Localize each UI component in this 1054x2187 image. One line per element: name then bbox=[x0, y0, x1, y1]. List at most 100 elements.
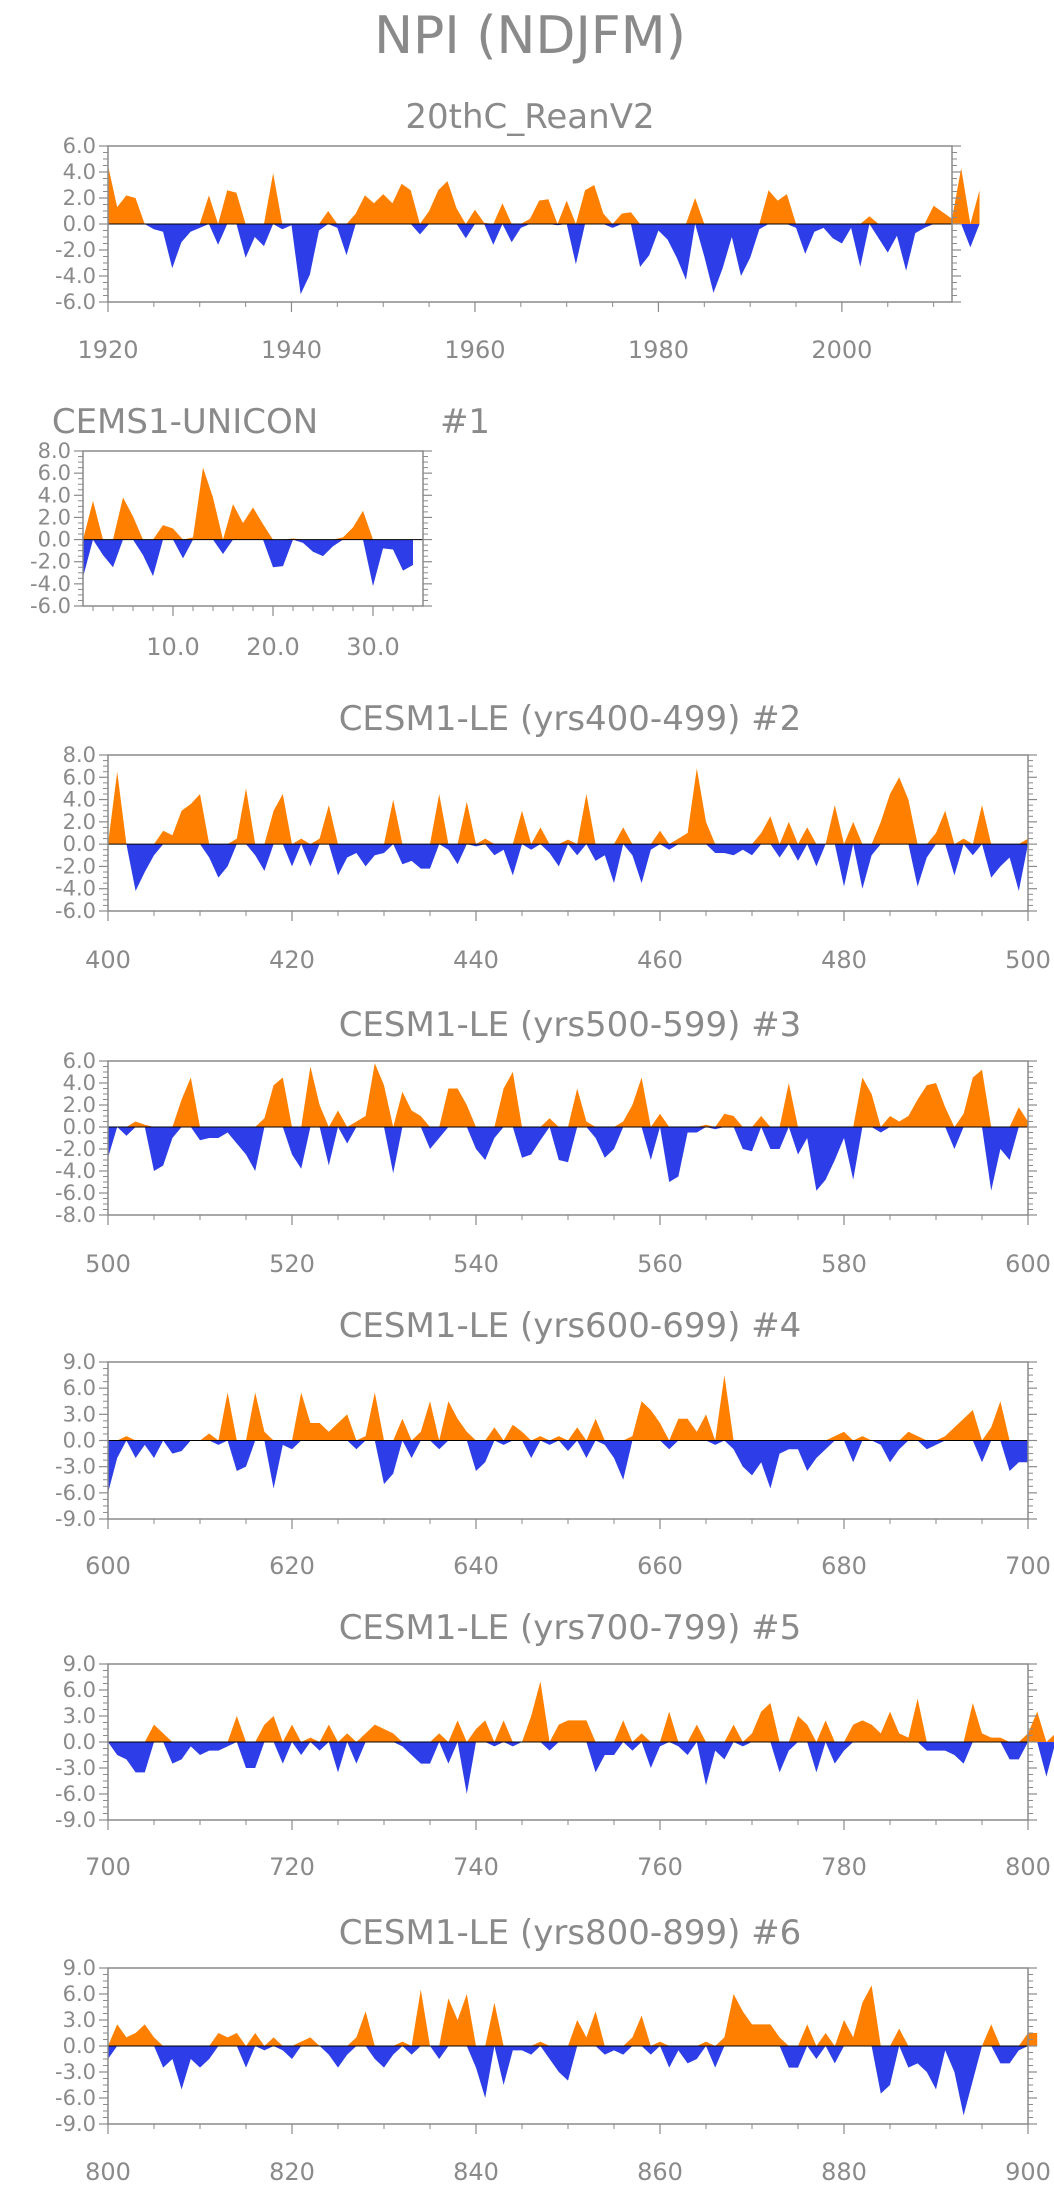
y-tick-label: -3.0 bbox=[55, 1756, 96, 1780]
chart-panel-1: 20thC_ReanV2 6.04.02.00.0-2.0-4.0-6.0 1920… bbox=[55, 97, 980, 364]
y-tick-label: -2.0 bbox=[55, 1137, 96, 1161]
x-tick-label: 420 bbox=[269, 946, 315, 974]
y-tick-label: -6.0 bbox=[55, 1481, 96, 1505]
x-tick-label: 680 bbox=[821, 1552, 867, 1580]
x-tick-label: 440 bbox=[453, 946, 499, 974]
y-tick-label: 0.0 bbox=[63, 832, 96, 856]
y-tick-label: -6.0 bbox=[55, 2086, 96, 2110]
positive-area bbox=[108, 1985, 1038, 2046]
y-tick-label: 0.0 bbox=[63, 212, 96, 236]
chart-panel-4: CESM1-LE (yrs500-599) #3 6.04.02.00.0-2.0… bbox=[55, 1005, 1051, 1278]
positive-area bbox=[108, 165, 980, 224]
x-tick-label: 500 bbox=[85, 1250, 131, 1278]
y-tick-label: -8.0 bbox=[55, 1203, 96, 1227]
y-tick-label: 2.0 bbox=[63, 810, 96, 834]
x-tick-label: 1960 bbox=[444, 336, 505, 364]
y-tick-label: 3.0 bbox=[63, 2008, 96, 2032]
y-tick-label: -4.0 bbox=[55, 1159, 96, 1183]
positive-area bbox=[108, 1681, 1054, 1742]
negative-area bbox=[108, 2046, 1038, 2116]
x-tick-label: 580 bbox=[821, 1250, 867, 1278]
y-tick-label: 2.0 bbox=[63, 1093, 96, 1117]
negative-area bbox=[108, 224, 980, 295]
y-tick-label: -4.0 bbox=[55, 264, 96, 288]
y-tick-label: -9.0 bbox=[55, 1507, 96, 1531]
panels: 20thC_ReanV26.04.02.00.0-2.0-4.0-6.01920… bbox=[30, 97, 1054, 2186]
chart-panel-5: CESM1-LE (yrs600-699) #4 9.06.03.0 0.0-3.0… bbox=[55, 1306, 1051, 1580]
y-tick-label: -6.0 bbox=[55, 1782, 96, 1806]
x-tick-label: 480 bbox=[821, 946, 867, 974]
x-tick-label: 860 bbox=[637, 2158, 683, 2186]
x-tick-label: 1920 bbox=[77, 336, 138, 364]
y-tick-label: 6.0 bbox=[63, 1049, 96, 1073]
y-tick-label: 0.0 bbox=[63, 1730, 96, 1754]
y-tick-label: -9.0 bbox=[55, 2112, 96, 2136]
chart-panel-2: CEMS1-UNICON #1 8.06.04.02.00.0-2.0-4.0-6.… bbox=[30, 402, 490, 661]
y-tick-label: -4.0 bbox=[30, 572, 71, 596]
positive-area bbox=[108, 768, 1028, 845]
x-tick-label: 880 bbox=[821, 2158, 867, 2186]
x-tick-label: 800 bbox=[1005, 1853, 1051, 1881]
negative-area bbox=[108, 1440, 1028, 1493]
x-tick-label: 10.0 bbox=[146, 633, 199, 661]
y-tick-label: -6.0 bbox=[55, 899, 96, 923]
y-tick-label: 4.0 bbox=[63, 160, 96, 184]
y-tick-label: -6.0 bbox=[55, 1181, 96, 1205]
x-tick-label: 560 bbox=[637, 1250, 683, 1278]
x-tick-label: 30.0 bbox=[346, 633, 399, 661]
x-tick-label: 660 bbox=[637, 1552, 683, 1580]
y-tick-label: -2.0 bbox=[30, 550, 71, 574]
y-tick-label: -2.0 bbox=[55, 854, 96, 878]
y-tick-label: 4.0 bbox=[63, 1071, 96, 1095]
x-tick-label: 2000 bbox=[811, 336, 872, 364]
x-tick-label: 1940 bbox=[261, 336, 322, 364]
y-tick-label: 6.0 bbox=[63, 1678, 96, 1702]
panel-title: 20thC_ReanV2 bbox=[405, 97, 654, 137]
x-tick-label: 840 bbox=[453, 2158, 499, 2186]
positive-area bbox=[108, 1375, 1028, 1441]
y-tick-label: 2.0 bbox=[63, 186, 96, 210]
y-tick-label: 6.0 bbox=[38, 461, 71, 485]
y-tick-label: -4.0 bbox=[55, 877, 96, 901]
x-tick-label: 780 bbox=[821, 1853, 867, 1881]
y-tick-label: 6.0 bbox=[63, 1376, 96, 1400]
x-tick-label: 620 bbox=[269, 1552, 315, 1580]
panel-title: CESM1-LE (yrs400-499) #2 bbox=[339, 699, 802, 739]
panel-title: CEMS1-UNICON bbox=[52, 402, 318, 442]
negative-area bbox=[83, 539, 413, 587]
y-tick-label: 9.0 bbox=[63, 1956, 96, 1980]
panel-title: CESM1-LE (yrs800-899) #6 bbox=[339, 1913, 802, 1953]
x-tick-label: 540 bbox=[453, 1250, 499, 1278]
positive-area bbox=[83, 467, 413, 540]
panel-title: CESM1-LE (yrs500-599) #3 bbox=[339, 1005, 802, 1045]
x-tick-label: 460 bbox=[637, 946, 683, 974]
x-tick-label: 600 bbox=[85, 1552, 131, 1580]
x-tick-label: 520 bbox=[269, 1250, 315, 1278]
y-tick-label: 8.0 bbox=[63, 743, 96, 767]
y-tick-label: 6.0 bbox=[63, 1982, 96, 2006]
y-tick-label: 8.0 bbox=[38, 439, 71, 463]
x-tick-label: 500 bbox=[1005, 946, 1051, 974]
x-tick-label: 20.0 bbox=[246, 633, 299, 661]
x-tick-label: 700 bbox=[85, 1853, 131, 1881]
y-tick-label: 0.0 bbox=[63, 2034, 96, 2058]
chart-panel-3: CESM1-LE (yrs400-499) #28.06.04.02.00.0-… bbox=[55, 699, 1051, 974]
y-tick-label: 9.0 bbox=[63, 1350, 96, 1374]
y-tick-label: 3.0 bbox=[63, 1704, 96, 1728]
x-tick-label: 800 bbox=[85, 2158, 131, 2186]
y-tick-label: -3.0 bbox=[55, 1455, 96, 1479]
main-title: NPI (NDJFM) bbox=[374, 6, 686, 66]
panel-title-number: #1 bbox=[440, 402, 490, 442]
x-tick-label: 600 bbox=[1005, 1250, 1051, 1278]
negative-area bbox=[108, 1127, 1028, 1191]
panel-title: CESM1-LE (yrs600-699) #4 bbox=[339, 1306, 802, 1346]
y-tick-label: -9.0 bbox=[55, 1808, 96, 1832]
x-tick-label: 740 bbox=[453, 1853, 499, 1881]
y-tick-label: 6.0 bbox=[63, 765, 96, 789]
y-tick-label: 4.0 bbox=[38, 483, 71, 507]
y-tick-label: -2.0 bbox=[55, 238, 96, 262]
positive-area bbox=[108, 1063, 1028, 1127]
x-tick-label: 760 bbox=[637, 1853, 683, 1881]
x-tick-label: 900 bbox=[1005, 2158, 1051, 2186]
chart-panel-6: CESM1-LE (yrs700-799) #5 9.06.03.00.0-3.0… bbox=[55, 1608, 1054, 1881]
